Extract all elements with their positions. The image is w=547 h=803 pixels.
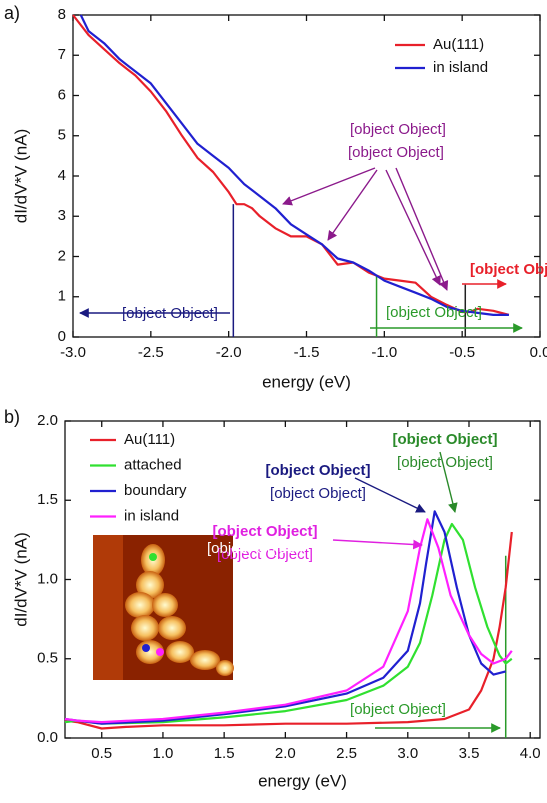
x-tick-label: 3.5 xyxy=(459,745,480,762)
x-axis-label: energy (eV) xyxy=(262,372,351,391)
y-tick-label: 7 xyxy=(58,46,66,63)
x-tick-label: -3.0 xyxy=(60,344,86,361)
x-tick-label: -1.0 xyxy=(371,344,397,361)
y-tick-label: 1.0 xyxy=(37,570,58,587)
x-tick-label: 3.0 xyxy=(397,745,418,762)
annotation-arrow xyxy=(283,168,375,204)
x-tick-label: -0.5 xyxy=(449,344,475,361)
x-tick-label: 0.0 xyxy=(530,344,547,361)
y-tick-label: 0.5 xyxy=(37,650,58,667)
annotation: [object Object] xyxy=(350,701,446,718)
annotation: [object Object] xyxy=(212,523,317,540)
figure: a) -3.0 -2.5 -2.0 -1.5 -1.0 -0.5 0.0 0 1 2 3 4 5 6 7 8 en… xyxy=(0,0,547,803)
annotation-arrow xyxy=(328,170,377,240)
annotation-arrow xyxy=(333,540,422,545)
y-tick-label: 1.5 xyxy=(37,491,58,508)
panel: b) 0.5 1.0 1.5 2.0 2.5 3.0 3.5 4.0 0.0 0.5 1.0 1.5 2.… xyxy=(4,407,541,791)
annotation: [object Object] xyxy=(270,485,366,502)
y-tick-label: 1 xyxy=(58,288,66,305)
y-tick-label: 5 xyxy=(58,127,66,144)
y-tick-label: 2.0 xyxy=(37,412,58,429)
x-tick-label: -1.5 xyxy=(294,344,320,361)
annotation: [object Object] xyxy=(350,121,446,138)
panel-label: a) xyxy=(4,3,20,23)
legend-label: Au(111) xyxy=(124,431,175,448)
panel-label: b) xyxy=(4,407,20,427)
annotation-arrow xyxy=(396,168,447,290)
annotation-arrow xyxy=(386,170,440,285)
x-tick-label: 4.0 xyxy=(520,745,541,762)
y-tick-label: 2 xyxy=(58,247,66,264)
annotation: [object Object] xyxy=(470,261,547,278)
x-tick-label: 1.0 xyxy=(153,745,174,762)
x-tick-label: 1.5 xyxy=(214,745,235,762)
annotation: [object Object] xyxy=(207,540,303,557)
y-tick-label: 8 xyxy=(58,6,66,23)
legend-label: in island xyxy=(433,59,488,76)
x-axis-label: energy (eV) xyxy=(258,771,347,790)
annotation: [object Object] xyxy=(397,454,493,471)
x-tick-label: 2.5 xyxy=(336,745,357,762)
x-tick-label: 2.0 xyxy=(275,745,296,762)
x-tick-label: -2.5 xyxy=(138,344,164,361)
y-tick-label: 3 xyxy=(58,207,66,224)
annotation: [object Object] xyxy=(265,462,370,479)
annotation: [object Object] xyxy=(348,144,444,161)
y-tick-label: 4 xyxy=(58,167,66,184)
legend-label: in island xyxy=(124,507,179,524)
y-tick-label: 0.0 xyxy=(37,729,58,746)
y-tick-label: 6 xyxy=(58,86,66,103)
y-axis-label: dI/dV*V (nA) xyxy=(11,129,30,224)
annotation: [object Object] xyxy=(392,431,497,448)
legend-label: attached xyxy=(124,456,182,473)
panel: a) -3.0 -2.5 -2.0 -1.5 -1.0 -0.5 0.0 0 1 2 3 4 5 6 7 8 en… xyxy=(4,3,547,392)
annotation: [object Object] xyxy=(386,304,482,321)
legend-label: Au(111) xyxy=(433,36,484,53)
y-tick-label: 0 xyxy=(58,328,66,345)
y-axis-label: dI/dV*V (nA) xyxy=(11,532,30,627)
legend-label: boundary xyxy=(124,482,187,499)
x-tick-label: 0.5 xyxy=(91,745,112,762)
x-tick-label: -2.0 xyxy=(216,344,242,361)
